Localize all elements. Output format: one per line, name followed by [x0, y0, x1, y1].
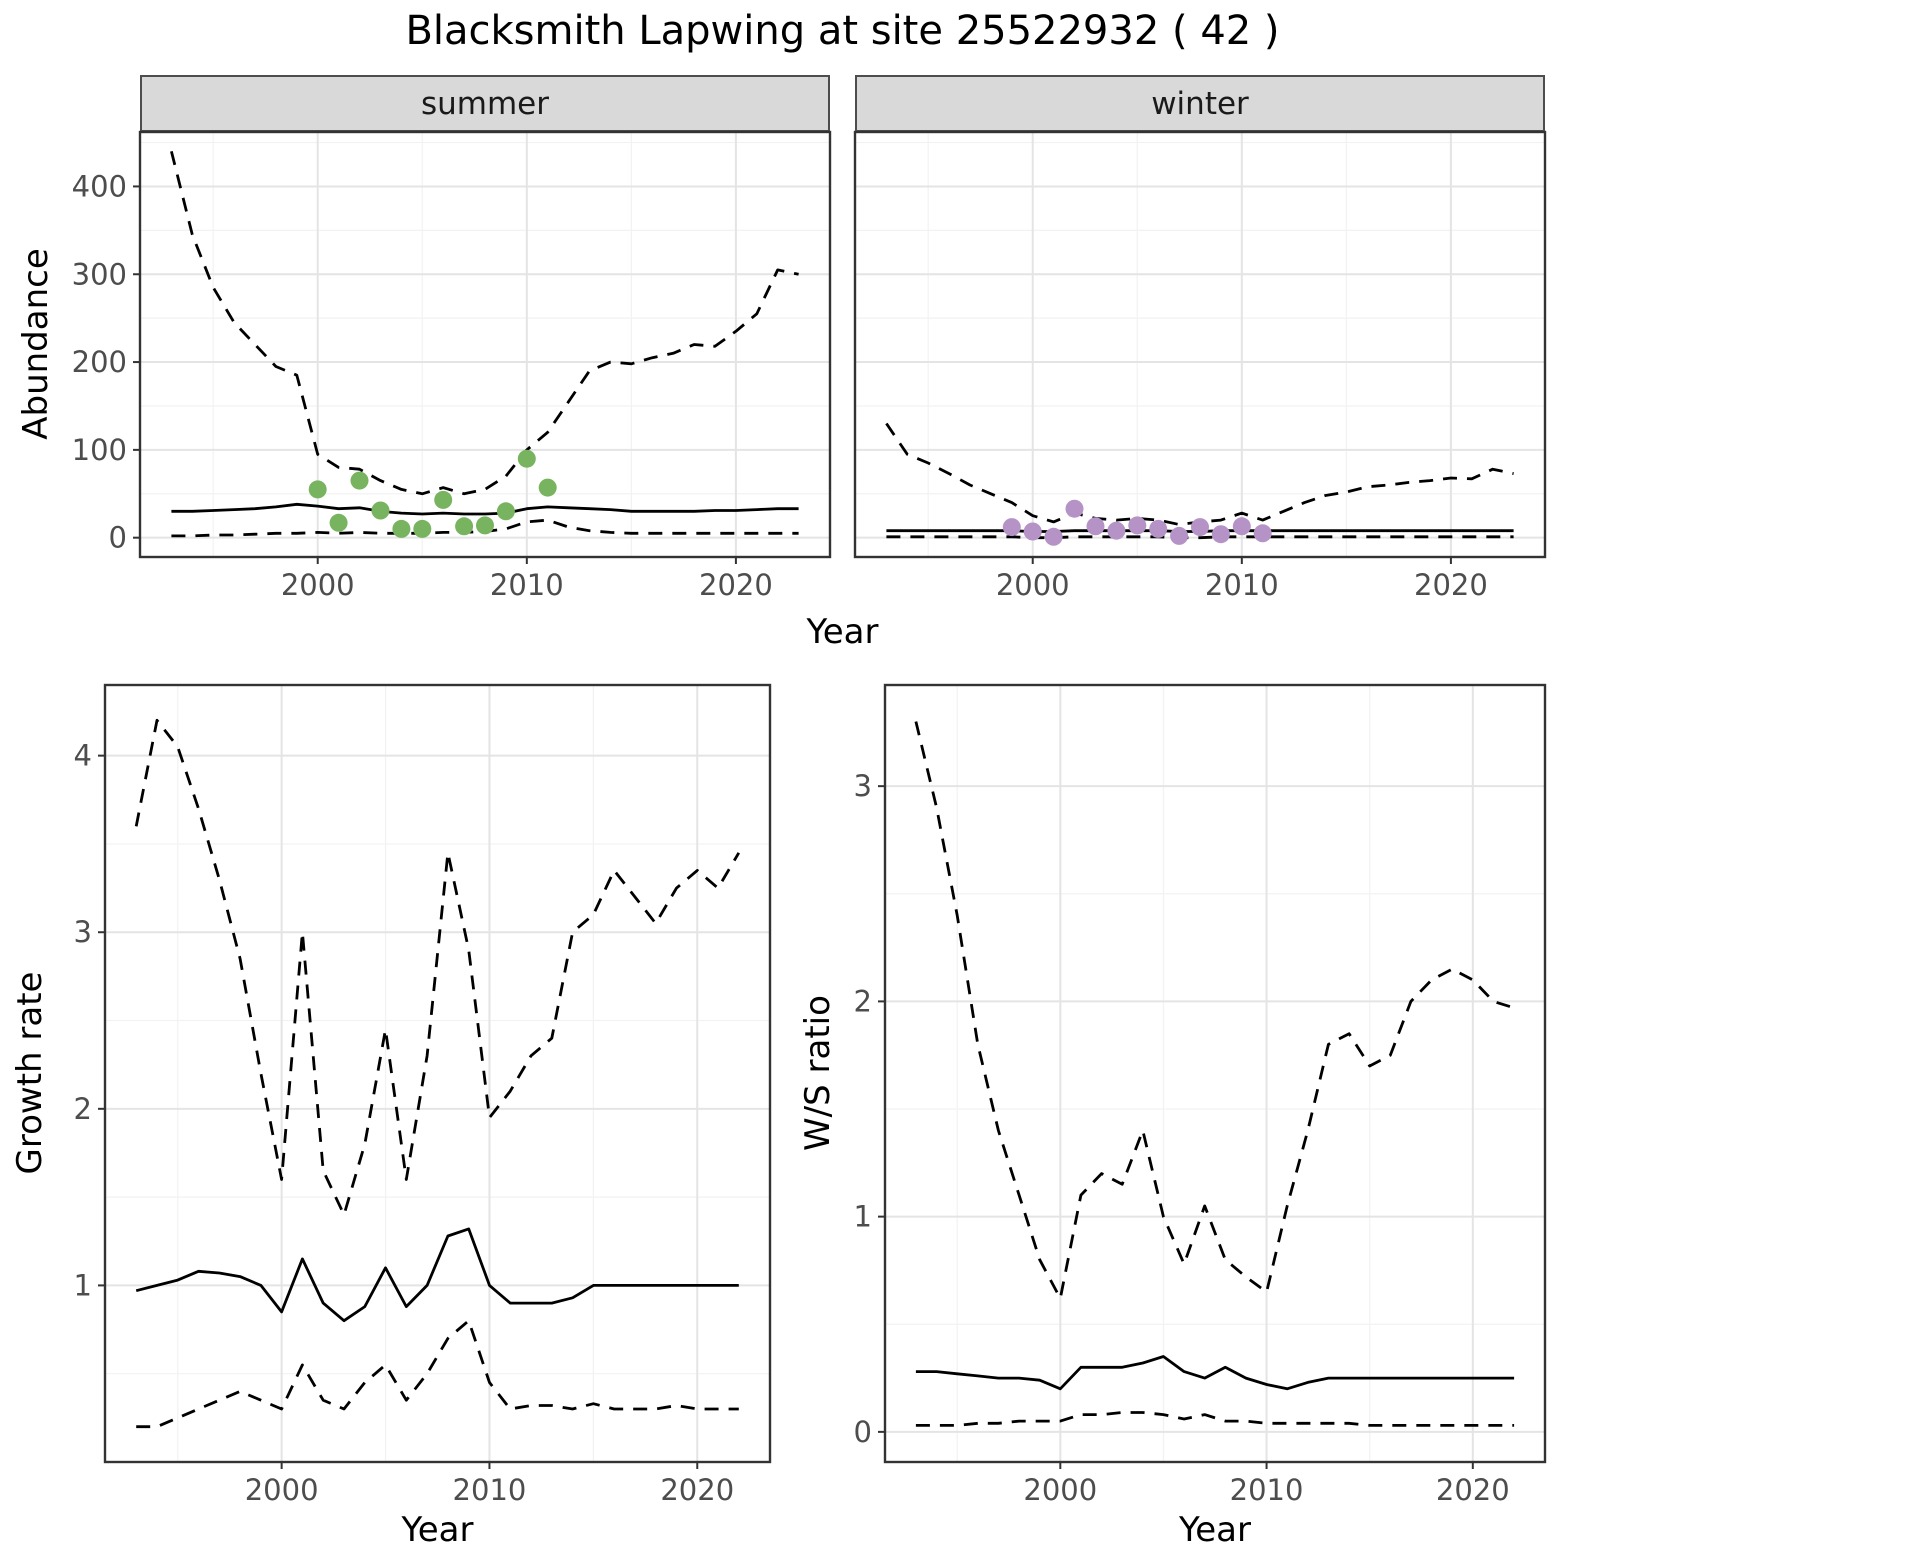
- y-tick-label: 2: [854, 984, 872, 1018]
- winter-observation-point: [1002, 518, 1021, 537]
- winter-observation-point: [1191, 518, 1209, 537]
- y-tick-label: 1: [854, 1200, 872, 1234]
- summer-observation-point: [455, 517, 474, 536]
- plot-title: Blacksmith Lapwing at site 25522932 ( 42…: [405, 8, 1280, 54]
- panel-summer-abundance: 2000 2010 2020 0 100 200 300 400: [72, 130, 832, 602]
- x-tick-label: 2010: [1230, 1473, 1304, 1507]
- summer-observation-point: [392, 519, 411, 538]
- x-tick-label: 2000: [996, 568, 1070, 602]
- y-tick-label: 1: [74, 1268, 92, 1302]
- winter-observation-point: [1232, 517, 1251, 536]
- facet-strip-summer: summer: [140, 75, 830, 132]
- x-tick-label: 2010: [490, 568, 564, 602]
- x-tick-label: 2000: [1023, 1473, 1097, 1507]
- summer-observation-point: [538, 478, 557, 497]
- facet-strip-summer-label: summer: [420, 85, 549, 122]
- series-median: [915, 1355, 1515, 1391]
- panel-background: [140, 132, 830, 557]
- x-axis-title-ws-ratio: Year: [1179, 1510, 1251, 1550]
- summer-observation-point: [496, 502, 515, 521]
- series-lower_95ci: [915, 1411, 1515, 1427]
- winter-observation-point: [1023, 522, 1042, 541]
- winter-observation-point: [1065, 499, 1084, 518]
- series-lower_95ci: [886, 535, 1514, 540]
- y-tick-label: 0: [854, 1415, 872, 1449]
- x-axis-title-growth-rate: Year: [401, 1510, 474, 1550]
- y-tick-label: 3: [74, 915, 92, 949]
- winter-observation-point: [1128, 516, 1147, 535]
- x-tick-label: 2010: [453, 1473, 527, 1507]
- summer-observation-point: [517, 449, 536, 468]
- panel-winter-abundance: 2000 2010 2020: [853, 130, 1547, 602]
- panel-border: [853, 130, 1547, 559]
- summer-observation-point: [371, 501, 390, 520]
- x-tick-label: 2020: [1436, 1473, 1510, 1507]
- panel-background: [885, 685, 1545, 1462]
- series-lower_95ci: [136, 1319, 739, 1429]
- facet-strip-winter-label: winter: [1151, 85, 1249, 122]
- series-upper_95ci: [170, 150, 799, 496]
- winter-observation-point: [1149, 519, 1168, 538]
- series-upper_95ci: [914, 721, 1515, 1300]
- y-tick-label: 0: [109, 521, 127, 555]
- summer-observation-point: [350, 471, 369, 490]
- x-tick-label: 2010: [1205, 568, 1279, 602]
- x-tick-label: 2020: [1414, 568, 1488, 602]
- x-tick-label: 2000: [281, 568, 355, 602]
- y-tick-label: 400: [72, 169, 127, 203]
- series-median: [135, 1227, 739, 1323]
- winter-observation-point: [1253, 524, 1272, 543]
- winter-observation-point: [1107, 521, 1126, 540]
- panel-growth-rate: 2000 2010 2020 1 2 3 4: [74, 683, 772, 1507]
- panel-border: [883, 683, 1547, 1464]
- summer-observation-point: [434, 490, 453, 509]
- y-tick-label: 100: [72, 433, 127, 467]
- summer-observation-point: [413, 519, 432, 538]
- y-tick-label: 3: [854, 769, 872, 803]
- x-tick-label: 2000: [245, 1473, 319, 1507]
- panel-background: [105, 685, 770, 1462]
- y-tick-label: 300: [72, 257, 127, 291]
- winter-observation-point: [1086, 517, 1105, 536]
- x-tick-label: 2020: [699, 568, 773, 602]
- panel-border: [103, 683, 772, 1464]
- series-median: [171, 502, 799, 516]
- winter-observation-point: [1044, 527, 1063, 546]
- winter-observation-point: [1170, 526, 1189, 545]
- summer-observation-point: [308, 480, 327, 499]
- x-axis-title-top: Year: [806, 612, 879, 652]
- summer-observation-point: [329, 513, 348, 532]
- y-tick-label: 2: [74, 1092, 92, 1126]
- facet-strip-winter: winter: [855, 75, 1545, 132]
- summer-observation-point: [476, 516, 494, 535]
- y-tick-label: 200: [72, 345, 127, 379]
- panel-border: [138, 130, 832, 559]
- winter-observation-point: [1211, 525, 1230, 544]
- panel-ws-ratio: 2000 2010 2020 0 1 2 3: [854, 683, 1547, 1507]
- x-tick-label: 2020: [660, 1473, 734, 1507]
- series-upper_95ci: [134, 718, 741, 1217]
- y-tick-label: 4: [74, 739, 92, 773]
